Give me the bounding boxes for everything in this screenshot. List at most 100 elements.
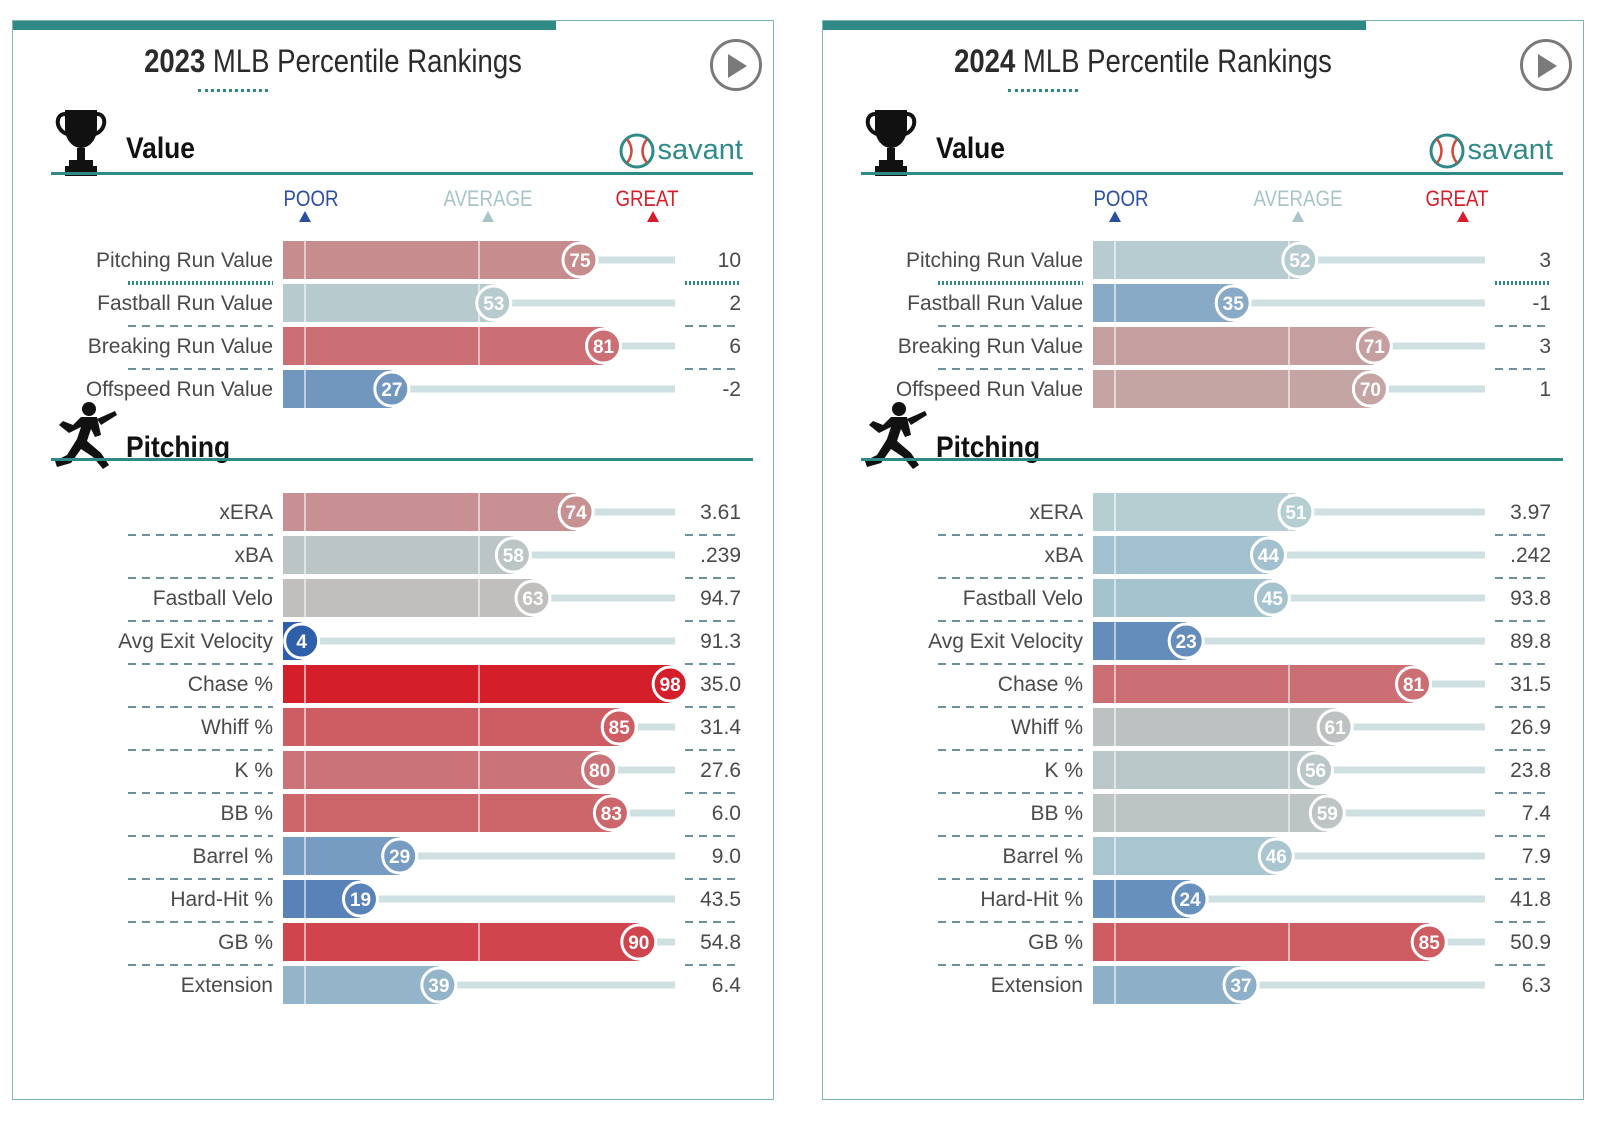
stat-label: Fastball Run Value [97, 292, 273, 315]
percentile-track [1093, 895, 1485, 903]
great-arrow-icon [647, 211, 659, 222]
savant-logo-text: savant [1467, 134, 1553, 166]
section-rule [51, 458, 753, 461]
percentile-track [283, 852, 675, 860]
pitcher-icon [865, 402, 927, 469]
percentile-value: 59 [1317, 804, 1338, 825]
title-text: MLB Percentile Rankings [205, 43, 522, 79]
percentile-bar [1093, 284, 1234, 322]
percentile-bar [1093, 327, 1375, 365]
percentile-bar [283, 837, 400, 875]
stat-value: 94.7 [700, 587, 741, 610]
percentile-value: 35 [1223, 294, 1245, 315]
stat-label: Chase % [998, 673, 1083, 696]
stat-row: Offspeed Run Value 27 -2 [86, 370, 741, 408]
stat-value: 91.3 [700, 630, 741, 653]
section-header-pitching: Pitching [51, 401, 753, 481]
percentile-circle [373, 370, 411, 408]
percentile-value: 81 [593, 337, 615, 358]
stat-value: 35.0 [700, 673, 741, 696]
stat-value: 2 [729, 292, 741, 315]
scale-great-label: GREAT [615, 186, 679, 211]
percentile-circle [1167, 622, 1205, 660]
percentile-circle [1410, 923, 1448, 961]
percentile-bar [283, 966, 439, 1004]
stat-row: Avg Exit Velocity 23 89.8 [928, 622, 1551, 665]
percentile-value: 53 [483, 294, 504, 315]
savant-logo-text: savant [657, 134, 743, 166]
stat-label: Avg Exit Velocity [118, 630, 273, 653]
stat-value: .242 [1510, 544, 1551, 567]
percentile-circle [1281, 241, 1319, 279]
percentile-bar [283, 493, 577, 531]
percentile-circle [620, 923, 658, 961]
percentile-value: 51 [1285, 503, 1307, 524]
percentile-value: 19 [350, 890, 371, 911]
stat-label: xBA [234, 544, 273, 567]
stat-label: Chase % [188, 673, 273, 696]
stat-row: Chase % 98 35.0 [128, 665, 741, 708]
percentile-bar [1093, 370, 1371, 408]
stat-row: Fastball Velo 63 94.7 [128, 579, 741, 622]
percentile-circle [561, 241, 599, 279]
stat-label: xERA [1029, 501, 1083, 524]
percentile-bar [1093, 837, 1277, 875]
title-text: MLB Percentile Rankings [1015, 43, 1332, 79]
percentile-value: 70 [1360, 380, 1381, 401]
stat-value: 41.8 [1510, 888, 1551, 911]
percentile-circle [475, 284, 513, 322]
play-button[interactable] [710, 39, 762, 91]
stat-label: Whiff % [201, 716, 273, 739]
stat-row: Extension 37 6.3 [991, 966, 1551, 1004]
stat-row: xBA 44 .242 [938, 536, 1551, 579]
percentile-circle [1253, 579, 1291, 617]
percentile-circle [1249, 536, 1287, 574]
percentile-track [1093, 981, 1485, 989]
stat-row: K % 80 27.6 [128, 751, 741, 794]
stat-label: Offspeed Run Value [86, 378, 273, 401]
percentile-value: 80 [589, 761, 610, 782]
percentile-bar [1093, 794, 1328, 832]
percentile-value: 71 [1364, 337, 1386, 358]
percentile-circle [283, 622, 321, 660]
stat-label: Breaking Run Value [898, 335, 1083, 358]
play-button[interactable] [1520, 39, 1572, 91]
percentile-circle [1222, 966, 1260, 1004]
stat-row: Barrel % 46 7.9 [938, 837, 1551, 880]
stat-row: xERA 51 3.97 [938, 493, 1551, 536]
stat-label: Fastball Velo [153, 587, 273, 610]
stat-row: Avg Exit Velocity 4 91.3 [118, 622, 741, 665]
stat-row: Pitching Run Value 75 10 [96, 241, 741, 285]
stat-value: 50.9 [1510, 931, 1551, 954]
percentile-value: 29 [389, 847, 410, 868]
play-icon [728, 54, 747, 78]
stat-row: Fastball Run Value 53 2 [97, 284, 741, 327]
percentile-value: 45 [1262, 589, 1284, 610]
percentile-value: 85 [609, 718, 631, 739]
percentile-circle [1355, 327, 1393, 365]
percentile-circle [494, 536, 532, 574]
percentile-track [283, 637, 675, 645]
scale-poor-label: POOR [1093, 186, 1149, 211]
title-year: 2024 [954, 43, 1016, 79]
stat-label: GB % [218, 931, 273, 954]
panel-top-bar [13, 21, 556, 30]
stat-value: 6.0 [712, 802, 741, 825]
percentile-circle [592, 794, 630, 832]
percentile-value: 81 [1403, 675, 1425, 696]
percentile-value: 46 [1266, 847, 1287, 868]
percentile-bar [1093, 241, 1300, 279]
stat-value: 26.9 [1510, 716, 1551, 739]
stat-row: BB % 83 6.0 [128, 794, 741, 837]
percentile-bar [283, 665, 671, 703]
stat-value: 7.9 [1522, 845, 1551, 868]
stat-row: Fastball Run Value 35 -1 [907, 284, 1551, 327]
stat-row: K % 56 23.8 [938, 751, 1551, 794]
stat-value: 31.5 [1510, 673, 1551, 696]
section-title-value: Value [936, 132, 1005, 165]
stat-value: 27.6 [700, 759, 741, 782]
stat-label: xBA [1044, 544, 1083, 567]
percentile-bars-2023: Pitching Run Value 75 10 Fastball Run Value… [86, 241, 741, 1004]
stat-label: Hard-Hit % [980, 888, 1083, 911]
stat-label: Whiff % [1011, 716, 1083, 739]
